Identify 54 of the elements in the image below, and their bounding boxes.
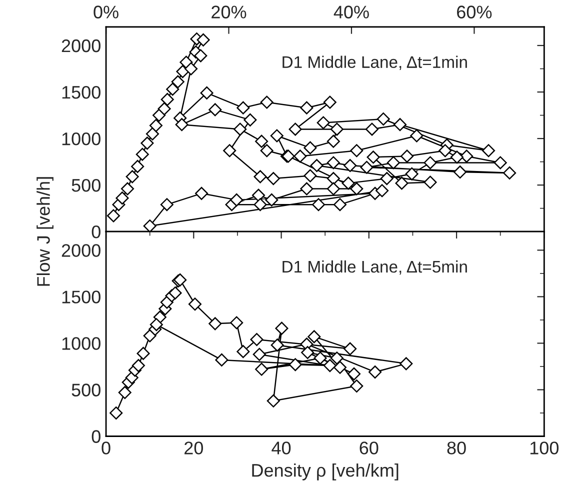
point [308, 330, 321, 344]
point [275, 322, 288, 335]
point [230, 316, 244, 330]
annotation: D1 Middle Lane, Δt=1min [282, 56, 467, 70]
point [288, 358, 302, 372]
point [252, 348, 266, 361]
point [236, 345, 250, 358]
y-tick-label: 500 [72, 178, 100, 192]
point [350, 379, 364, 393]
point [150, 318, 163, 332]
point [208, 317, 222, 330]
y-tick-label: 0 [92, 226, 100, 238]
point [118, 386, 132, 400]
y-tick-label: 0 [92, 430, 100, 443]
x-tick-label: 100 [530, 442, 559, 454]
point [368, 366, 382, 379]
point [266, 394, 280, 408]
x-tick-label: 0 [102, 442, 110, 454]
point [348, 367, 361, 380]
x2-tick-label: 60% [457, 6, 492, 18]
x-tick-label: 80 [447, 442, 466, 454]
point [270, 338, 284, 352]
x-tick-label: 60 [360, 442, 378, 454]
point [255, 362, 268, 376]
point [215, 353, 228, 366]
x-tick-label: 40 [272, 442, 291, 454]
x-tick-label: 20 [184, 442, 203, 454]
y-tick-label: 1500 [62, 290, 100, 304]
annotation: D1 Middle Lane, Δt=5min [282, 260, 467, 275]
y-tick-label: 1500 [62, 86, 100, 99]
point [333, 360, 347, 374]
point [132, 359, 145, 372]
point [344, 342, 357, 356]
point [330, 352, 344, 365]
x-axis-title: Density ρ [veh/km] [252, 463, 398, 480]
point [188, 298, 202, 311]
point [143, 329, 156, 342]
point [301, 346, 314, 360]
y-tick-label: 1000 [62, 337, 100, 350]
x2-tick-label: 20% [212, 6, 246, 18]
point [136, 346, 150, 360]
y-tick-label: 2000 [62, 39, 100, 52]
y-tick-label: 1000 [62, 132, 100, 146]
y-axis-title: Flow J [veh/h] [36, 177, 54, 286]
point [250, 332, 264, 346]
x2-tick-label: 0% [94, 6, 118, 18]
point [400, 357, 413, 370]
point [110, 406, 123, 420]
y-tick-label: 2000 [62, 244, 100, 257]
x2-tick-label: 40% [334, 6, 369, 18]
point [323, 359, 336, 372]
point [168, 286, 182, 300]
point [314, 352, 327, 365]
y-tick-label: 500 [72, 384, 100, 396]
